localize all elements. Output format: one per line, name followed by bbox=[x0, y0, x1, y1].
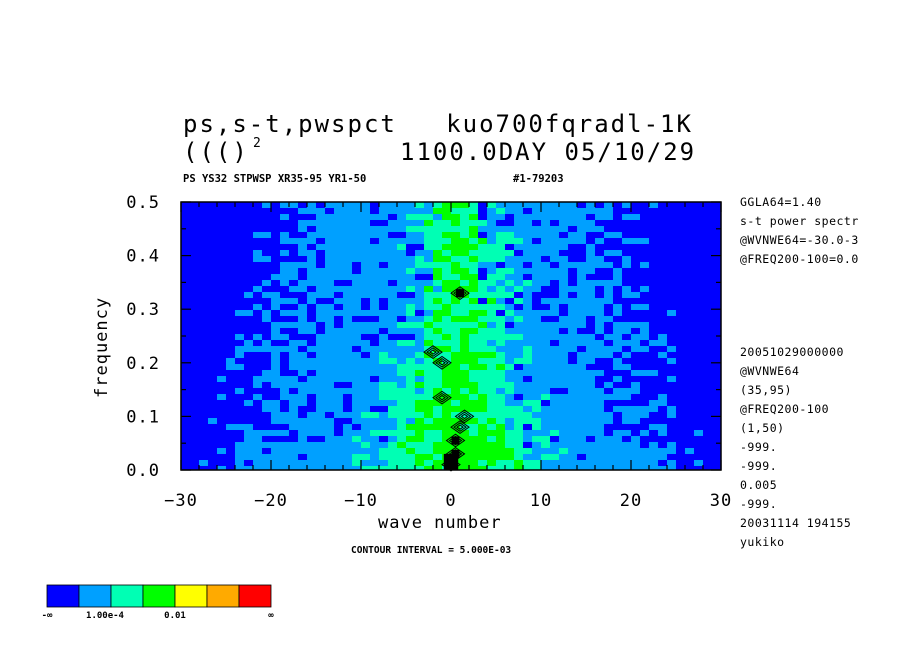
x-tick-label: −10 bbox=[344, 491, 378, 511]
side-info-line: 20051029000000 bbox=[740, 345, 844, 359]
x-tick-label: 10 bbox=[530, 491, 552, 511]
axis-ticks bbox=[180, 201, 722, 471]
side-info-line: @FREQ200-100=0.0 bbox=[740, 252, 859, 266]
colorbar-label: ∞ bbox=[268, 611, 274, 621]
colorbar-swatch bbox=[110, 584, 144, 608]
contour-spot bbox=[450, 420, 470, 435]
colorbar-label: 0.01 bbox=[164, 611, 186, 621]
colorbar-swatch bbox=[78, 584, 112, 608]
side-info-line: -999. bbox=[740, 440, 778, 454]
y-tick-label: 0.3 bbox=[126, 300, 160, 320]
side-info-line: @FREQ200-100 bbox=[740, 402, 830, 416]
x-tick-label: −20 bbox=[254, 491, 288, 511]
contour-lines bbox=[423, 286, 475, 472]
colorbar-swatch bbox=[174, 584, 208, 608]
x-tick-label: 30 bbox=[710, 491, 732, 511]
side-info-line: @WVNWE64 bbox=[740, 364, 800, 378]
side-info-line: 20031114 194155 bbox=[740, 516, 852, 530]
y-tick-label: 0.4 bbox=[126, 247, 160, 267]
side-info-line: (1,50) bbox=[740, 421, 785, 435]
contour-spot bbox=[454, 409, 475, 424]
x-tick-label: 20 bbox=[620, 491, 642, 511]
chart-subtitle-right: #1-79203 bbox=[513, 173, 564, 185]
chart-title-line2-right: 1100.0DAY 05/10/29 bbox=[400, 138, 697, 166]
x-tick-label: 0 bbox=[445, 491, 456, 511]
side-info-line: GGLA64=1.40 bbox=[740, 195, 822, 209]
x-axis-label: wave number bbox=[378, 513, 502, 533]
side-info-line: -999. bbox=[740, 497, 778, 511]
chart-title-line1: ps,s-t,pwspct kuo700fqradl-1K bbox=[183, 110, 693, 138]
y-tick-label: 0.2 bbox=[126, 354, 160, 374]
colorbar: -∞ 1.00e-4 0.01 ∞ bbox=[42, 584, 274, 621]
axis-tick-labels: −30 −20 −10 0 10 20 30 0.0 0.1 0.2 0.3 0.4 0.5 bbox=[126, 193, 732, 511]
chart-title-superscript: 2 bbox=[253, 136, 261, 151]
contour-interval-note: CONTOUR INTERVAL = 5.000E-03 bbox=[351, 545, 512, 556]
chart-subtitle-left: PS YS32 STPWSP XR35-95 YR1-50 bbox=[183, 173, 367, 185]
side-info-line: -999. bbox=[740, 459, 778, 473]
side-info-line: s-t power spectr bbox=[740, 214, 859, 228]
colorbar-swatch bbox=[206, 584, 240, 608]
contour-spot bbox=[445, 433, 466, 448]
y-tick-label: 0.0 bbox=[126, 461, 160, 481]
x-tick-label: −30 bbox=[164, 491, 198, 511]
side-info-line: 0.005 bbox=[740, 478, 778, 492]
y-tick-label: 0.1 bbox=[126, 407, 160, 427]
colorbar-swatch bbox=[238, 584, 272, 608]
contour-spot bbox=[432, 390, 452, 405]
y-tick-label: 0.5 bbox=[126, 193, 160, 213]
side-info-line: (35,95) bbox=[740, 383, 792, 397]
colorbar-label: 1.00e-4 bbox=[86, 611, 125, 621]
contour-spot bbox=[450, 286, 470, 301]
side-info-line: yukiko bbox=[740, 535, 785, 549]
y-axis-label: frequency bbox=[92, 296, 112, 398]
contour-spot bbox=[423, 345, 443, 359]
chart-title-line2-left: ((() bbox=[183, 138, 249, 166]
contour-spot bbox=[432, 355, 452, 370]
colorbar-swatch bbox=[46, 584, 80, 608]
side-info-line: @WVNWE64=-30.0-3 bbox=[740, 233, 859, 247]
heatmap-field bbox=[181, 202, 721, 470]
colorbar-swatch bbox=[142, 584, 176, 608]
colorbar-label: -∞ bbox=[42, 611, 53, 621]
